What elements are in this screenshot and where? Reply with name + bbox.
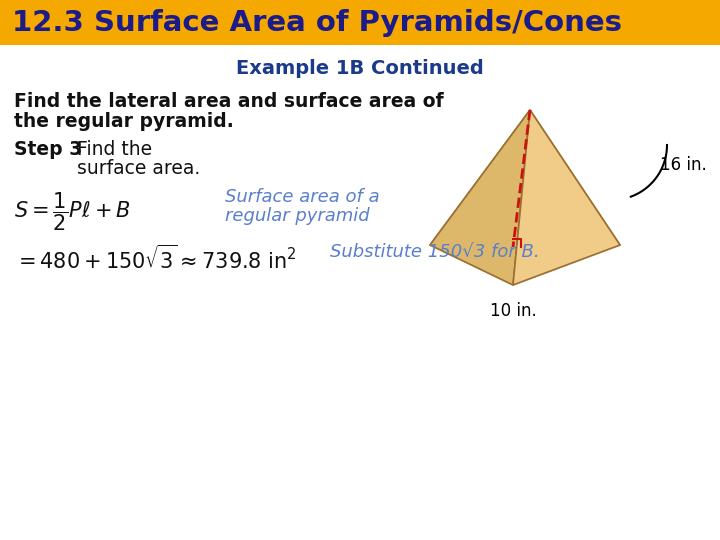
- Text: the regular pyramid.: the regular pyramid.: [14, 112, 234, 131]
- Text: Surface area of a: Surface area of a: [225, 188, 379, 206]
- Polygon shape: [513, 110, 620, 285]
- Text: 12.3 Surface Area of Pyramids/Cones: 12.3 Surface Area of Pyramids/Cones: [12, 9, 622, 37]
- Polygon shape: [430, 210, 620, 285]
- Text: Example 1B Continued: Example 1B Continued: [236, 58, 484, 78]
- Text: $S = \dfrac{1}{2}P\ell + B$: $S = \dfrac{1}{2}P\ell + B$: [14, 190, 130, 233]
- Polygon shape: [513, 110, 620, 245]
- Text: Substitute 150√3 for B.: Substitute 150√3 for B.: [330, 243, 539, 261]
- Text: $= 480 + 150\sqrt{3} \approx 739.8\ \mathrm{in}^2$: $= 480 + 150\sqrt{3} \approx 739.8\ \mat…: [14, 245, 297, 273]
- Text: 16 in.: 16 in.: [660, 156, 707, 174]
- Text: regular pyramid: regular pyramid: [225, 207, 369, 225]
- Text: Step 3: Step 3: [14, 140, 82, 159]
- Polygon shape: [430, 110, 530, 285]
- Text: 10 in.: 10 in.: [490, 302, 536, 320]
- Text: Find the lateral area and surface area of: Find the lateral area and surface area o…: [14, 92, 444, 111]
- Text: surface area.: surface area.: [77, 159, 200, 178]
- Polygon shape: [430, 110, 530, 245]
- Text: Find the: Find the: [77, 140, 152, 159]
- Bar: [0, 0, 720, 45]
